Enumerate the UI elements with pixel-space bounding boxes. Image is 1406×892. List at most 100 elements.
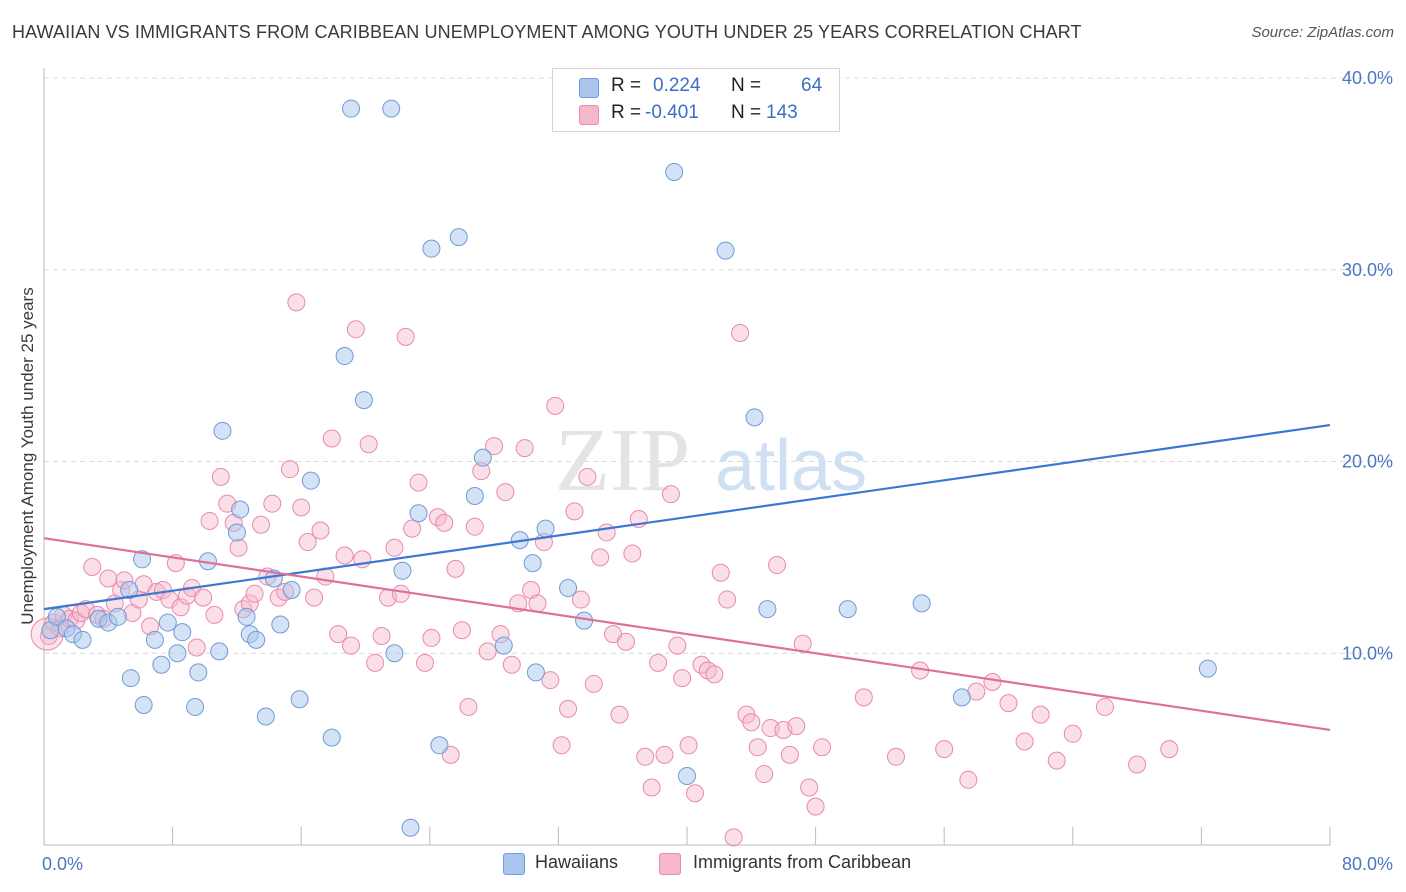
data-point-caribbean: [322, 429, 341, 448]
data-point-hawaiians: [523, 554, 542, 573]
data-point-hawaiians: [838, 600, 857, 619]
data-point-caribbean: [546, 396, 565, 415]
data-point-caribbean: [813, 738, 832, 757]
data-point-hawaiians: [121, 669, 140, 688]
data-point-caribbean: [396, 327, 415, 346]
data-point-hawaiians: [536, 519, 555, 538]
data-point-caribbean: [465, 517, 484, 536]
n-value: 143: [766, 102, 798, 123]
watermark-zip: ZIP: [555, 411, 690, 510]
data-point-caribbean: [366, 653, 385, 672]
blue-swatch: [579, 78, 599, 98]
data-point-caribbean: [528, 594, 547, 613]
data-point-hawaiians: [282, 580, 301, 599]
data-point-hawaiians: [912, 594, 931, 613]
data-point-caribbean: [597, 523, 616, 542]
data-point-caribbean: [187, 638, 206, 657]
data-point-caribbean: [673, 669, 692, 688]
data-point-hawaiians: [382, 99, 401, 118]
data-point-caribbean: [636, 747, 655, 766]
data-point-hawaiians: [716, 241, 735, 260]
y-tick-label: 40.0%: [1342, 68, 1393, 88]
data-point-caribbean: [787, 717, 806, 736]
data-point-caribbean: [731, 324, 750, 343]
data-point-hawaiians: [385, 644, 404, 663]
data-point-hawaiians: [401, 818, 420, 837]
data-point-hawaiians: [210, 642, 229, 661]
data-point-caribbean: [886, 747, 905, 766]
data-point-hawaiians: [227, 523, 246, 542]
data-point-hawaiians: [559, 579, 578, 598]
data-point-caribbean: [935, 740, 954, 759]
data-point-hawaiians: [168, 644, 187, 663]
data-point-hawaiians: [758, 600, 777, 619]
data-point-hawaiians: [322, 728, 341, 747]
data-point-caribbean: [346, 320, 365, 339]
legend-label: Hawaiians: [535, 852, 619, 872]
data-point-hawaiians: [145, 630, 164, 649]
data-point-hawaiians: [745, 408, 764, 427]
data-point-caribbean: [983, 673, 1002, 692]
data-point-hawaiians: [393, 561, 412, 580]
data-point-caribbean: [591, 548, 610, 567]
data-point-hawaiians: [237, 607, 256, 626]
data-point-caribbean: [385, 538, 404, 557]
data-point-caribbean: [229, 538, 248, 557]
data-point-caribbean: [655, 745, 674, 764]
points-caribbean: [30, 293, 1179, 847]
data-point-hawaiians: [449, 228, 468, 247]
data-point-caribbean: [748, 738, 767, 757]
data-point-hawaiians: [158, 613, 177, 632]
data-point-hawaiians: [473, 448, 492, 467]
data-point-caribbean: [668, 636, 687, 655]
stats-row-caribbean: R = -0.401 N = 143: [553, 102, 839, 128]
x-tick-label: 0.0%: [42, 854, 83, 874]
data-point-hawaiians: [494, 636, 513, 655]
data-point-hawaiians: [108, 607, 127, 626]
data-point-hawaiians: [213, 421, 232, 440]
data-point-caribbean: [578, 467, 597, 486]
r-label: R =: [611, 102, 642, 123]
data-point-caribbean: [287, 293, 306, 312]
n-label: N =: [731, 75, 762, 96]
data-point-caribbean: [959, 770, 978, 789]
data-point-hawaiians: [152, 655, 171, 674]
data-point-caribbean: [780, 745, 799, 764]
data-point-hawaiians: [1198, 659, 1217, 678]
trend-line-caribbean: [43, 537, 1331, 732]
data-point-caribbean: [446, 559, 465, 578]
data-point-caribbean: [298, 533, 317, 552]
chart-title: HAWAIIAN VS IMMIGRANTS FROM CARIBBEAN UN…: [12, 22, 1082, 42]
data-point-caribbean: [403, 519, 422, 538]
data-point-caribbean: [1031, 705, 1050, 724]
data-point-caribbean: [263, 494, 282, 513]
pink-swatch: [579, 105, 599, 125]
data-point-caribbean: [679, 736, 698, 755]
r-value: 0.224: [653, 75, 701, 96]
data-point-caribbean: [755, 765, 774, 784]
data-point-caribbean: [329, 625, 348, 644]
data-point-caribbean: [623, 544, 642, 563]
data-point-caribbean: [649, 653, 668, 672]
data-point-caribbean: [478, 642, 497, 661]
data-point-hawaiians: [73, 630, 92, 649]
data-point-caribbean: [559, 699, 578, 718]
data-point-hawaiians: [271, 615, 290, 634]
data-point-caribbean: [452, 621, 471, 640]
tick-labels: 10.0% 20.0% 30.0% 40.0% 0.0% 80.0%: [42, 68, 1393, 874]
data-point-caribbean: [661, 485, 680, 504]
data-point-caribbean: [642, 778, 661, 797]
data-point-caribbean: [415, 653, 434, 672]
trend-lines: [43, 423, 1331, 732]
data-point-caribbean: [515, 439, 534, 458]
legend-label: Immigrants from Caribbean: [693, 852, 912, 872]
data-point-caribbean: [211, 467, 230, 486]
data-point-caribbean: [305, 588, 324, 607]
legend-swatch-pink: [659, 853, 681, 875]
n-value: 64: [801, 75, 823, 96]
x-tick-label: 80.0%: [1342, 854, 1393, 874]
data-point-caribbean: [194, 588, 213, 607]
data-point-caribbean: [610, 705, 629, 724]
watermark-atlas: atlas: [715, 426, 867, 506]
